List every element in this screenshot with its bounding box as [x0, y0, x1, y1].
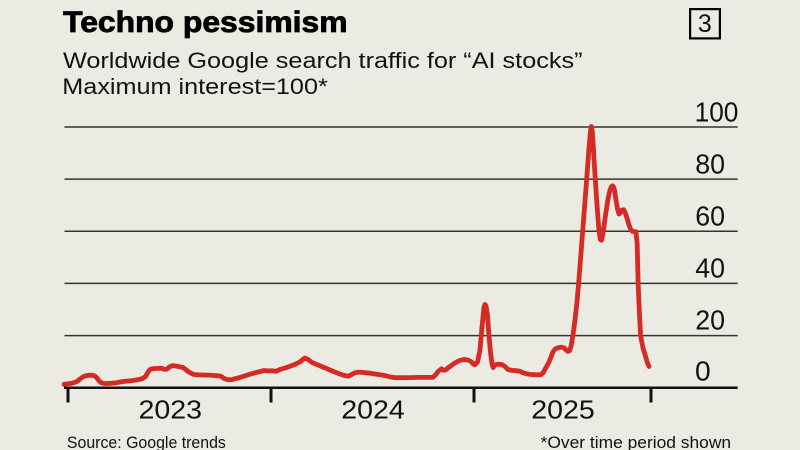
- svg-text:0: 0: [695, 355, 711, 386]
- svg-text:80: 80: [695, 148, 725, 179]
- svg-text:40: 40: [695, 253, 725, 284]
- svg-text:3: 3: [698, 10, 712, 38]
- svg-text:100: 100: [695, 97, 739, 128]
- svg-text:60: 60: [695, 200, 725, 231]
- svg-text:Techno pessimism: Techno pessimism: [63, 6, 348, 39]
- svg-text:2023: 2023: [139, 395, 203, 425]
- svg-text:20: 20: [695, 304, 725, 335]
- svg-text:2025: 2025: [531, 395, 595, 425]
- svg-text:*Over time period shown: *Over time period shown: [541, 433, 732, 450]
- svg-text:Source: Google trends: Source: Google trends: [67, 433, 226, 450]
- svg-text:Worldwide Google search traffi: Worldwide Google search traffic for “AI …: [63, 48, 583, 73]
- svg-text:Maximum interest=100*: Maximum interest=100*: [62, 74, 328, 99]
- svg-text:2024: 2024: [341, 395, 405, 425]
